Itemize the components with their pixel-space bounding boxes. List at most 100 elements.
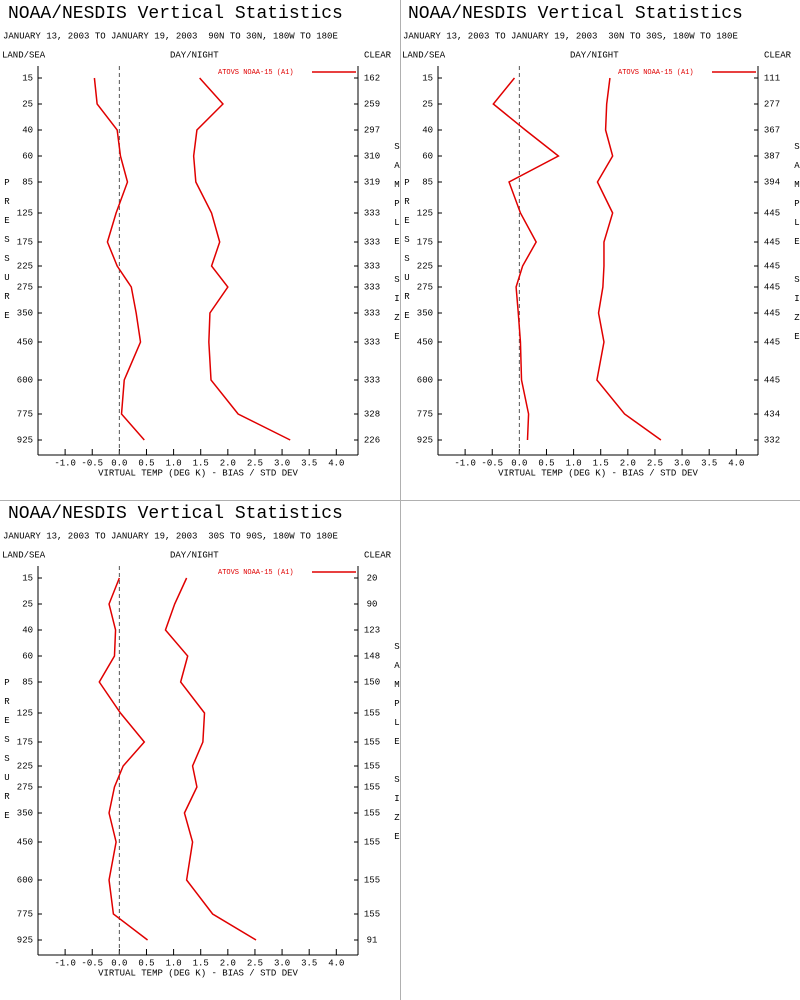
y2-axis-label: SAMPLE SIZE [792, 142, 800, 351]
land-sea-label: LAND/SEA [2, 50, 46, 60]
x-tick-label: 0.0 [111, 458, 127, 468]
title: NOAA/NESDIS Vertical Statistics [8, 504, 343, 524]
y2-axis-label: SAMPLE SIZE [392, 642, 402, 851]
y-axis-label: PRESSURE [2, 178, 12, 330]
x-tick-label: 3.0 [274, 958, 290, 968]
y-tick-label: 25 [22, 599, 33, 609]
chart: NOAA/NESDIS Vertical Statistics JANUARY 1… [2, 4, 392, 479]
x-tick-label: 1.5 [193, 958, 209, 968]
sample-size-label: 277 [764, 99, 780, 109]
y-tick-label: 15 [22, 73, 33, 83]
sample-size-label: 20 [367, 573, 378, 583]
x-tick-label: 0.5 [138, 958, 154, 968]
x-tick-label: 2.0 [220, 958, 236, 968]
y-tick-label: 125 [17, 208, 33, 218]
y-axis-label: PRESSURE [402, 178, 412, 330]
y-tick-label: 125 [17, 708, 33, 718]
x-axis-label: VIRTUAL TEMP (DEG K) - BIAS / STD DEV [98, 968, 298, 978]
subtitle: JANUARY 13, 2003 TO JANUARY 19, 2003 90N… [3, 31, 338, 41]
x-tick-label: 1.5 [193, 458, 209, 468]
sample-size-label: 387 [764, 151, 780, 161]
x-tick-label: 4.0 [328, 958, 344, 968]
legend-label: ATOVS NOAA-15 (A1) [218, 69, 294, 77]
x-tick-label: 3.5 [301, 958, 317, 968]
series-line [93, 77, 145, 441]
y-tick-label: 600 [417, 375, 433, 385]
clear-label: CLEAR [364, 550, 392, 560]
y-tick-label: 40 [422, 125, 433, 135]
y-tick-label: 775 [17, 409, 33, 419]
chart: NOAA/NESDIS Vertical Statistics JANUARY 1… [2, 504, 392, 979]
y-tick-label: 85 [22, 677, 33, 687]
sample-size-label: 226 [364, 435, 380, 445]
day-night-label: DAY/NIGHT [170, 50, 219, 60]
sample-size-label: 155 [364, 875, 380, 885]
sample-size-label: 332 [764, 435, 780, 445]
panel: NOAA/NESDIS Vertical Statistics JANUARY 1… [0, 500, 402, 1000]
sample-size-label: 445 [764, 375, 780, 385]
day-night-label: DAY/NIGHT [170, 550, 219, 560]
sample-size-label: 319 [364, 177, 380, 187]
sample-size-label: 445 [764, 261, 780, 271]
sample-size-label: 297 [364, 125, 380, 135]
x-tick-label: 2.5 [647, 458, 663, 468]
sample-size-label: 333 [364, 337, 380, 347]
y-tick-label: 925 [417, 435, 433, 445]
panel: NOAA/NESDIS Vertical Statistics JANUARY 1… [0, 0, 402, 500]
sample-size-label: 333 [364, 208, 380, 218]
panel: NOAA/NESDIS Vertical Statistics JANUARY 1… [400, 0, 800, 500]
sample-size-label: 155 [364, 761, 380, 771]
x-tick-label: 0.5 [538, 458, 554, 468]
sample-size-label: 155 [364, 708, 380, 718]
x-tick-label: 0.0 [511, 458, 527, 468]
x-tick-label: 2.5 [247, 958, 263, 968]
y-tick-label: 25 [422, 99, 433, 109]
y-tick-label: 600 [17, 875, 33, 885]
title: NOAA/NESDIS Vertical Statistics [8, 4, 343, 24]
sample-size-label: 434 [764, 409, 780, 419]
x-tick-label: 4.0 [728, 458, 744, 468]
x-tick-label: 0.5 [138, 458, 154, 468]
sample-size-label: 445 [764, 208, 780, 218]
y-tick-label: 450 [17, 337, 33, 347]
x-tick-label: -0.5 [81, 458, 103, 468]
sample-size-label: 333 [364, 261, 380, 271]
x-tick-label: 3.0 [674, 458, 690, 468]
sample-size-label: 333 [364, 237, 380, 247]
y-tick-label: 40 [22, 625, 33, 635]
sample-size-label: 90 [367, 599, 378, 609]
x-tick-label: -0.5 [481, 458, 503, 468]
title: NOAA/NESDIS Vertical Statistics [408, 4, 743, 24]
series-line [492, 77, 560, 441]
series-line [164, 577, 257, 941]
chart: NOAA/NESDIS Vertical Statistics JANUARY 1… [402, 4, 792, 479]
y-tick-label: 15 [22, 573, 33, 583]
y-tick-label: 125 [417, 208, 433, 218]
legend-label: ATOVS NOAA-15 (A1) [218, 569, 294, 577]
y-tick-label: 175 [417, 237, 433, 247]
y2-axis-label: SAMPLE SIZE [392, 142, 402, 351]
y-tick-label: 350 [417, 308, 433, 318]
x-tick-label: 1.0 [565, 458, 581, 468]
subtitle: JANUARY 13, 2003 TO JANUARY 19, 2003 30S… [3, 531, 338, 541]
sample-size-label: 445 [764, 308, 780, 318]
y-tick-label: 25 [22, 99, 33, 109]
x-tick-label: 2.0 [220, 458, 236, 468]
x-tick-label: 1.5 [593, 458, 609, 468]
y-tick-label: 15 [422, 73, 433, 83]
y-tick-label: 275 [17, 782, 33, 792]
x-tick-label: 3.5 [301, 458, 317, 468]
y-tick-label: 275 [417, 282, 433, 292]
legend-label: ATOVS NOAA-15 (A1) [618, 69, 694, 77]
sample-size-label: 333 [364, 282, 380, 292]
series-line [596, 77, 662, 441]
y-tick-label: 85 [22, 177, 33, 187]
y-tick-label: 60 [22, 151, 33, 161]
series-line [98, 577, 149, 941]
sample-size-label: 123 [364, 625, 380, 635]
series-line [192, 77, 291, 441]
clear-label: CLEAR [764, 50, 792, 60]
x-tick-label: 4.0 [328, 458, 344, 468]
sample-size-label: 148 [364, 651, 380, 661]
